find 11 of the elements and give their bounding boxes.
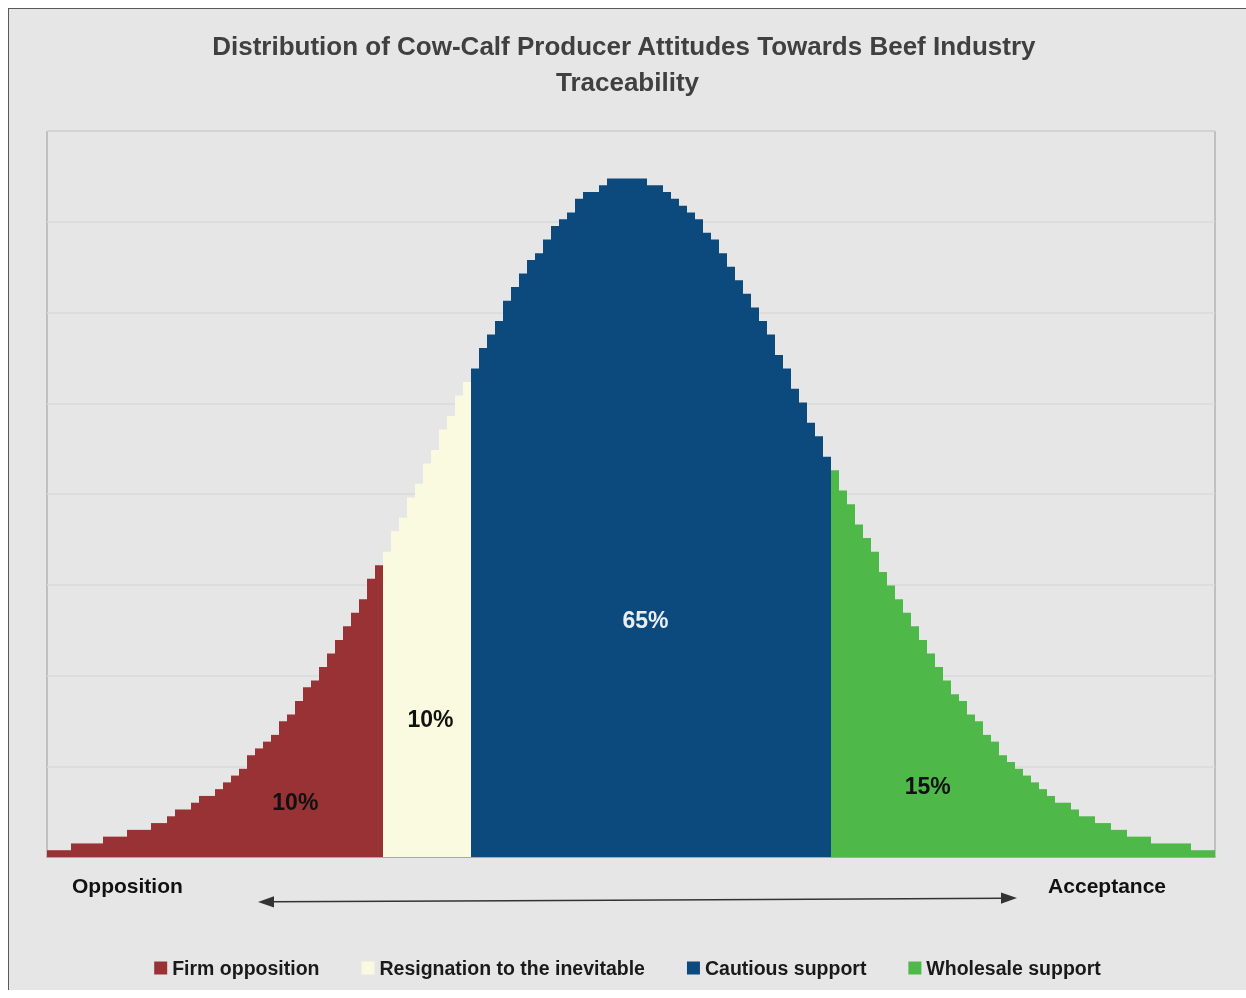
legend-label: Firm opposition — [172, 957, 320, 979]
legend-label: Wholesale support — [926, 957, 1102, 979]
annotation: 15% — [904, 772, 951, 799]
annotation: 10% — [272, 789, 319, 816]
annotation: 10% — [407, 706, 454, 733]
annotation: 65% — [622, 606, 669, 633]
legend-label: Resignation to the inevitable — [379, 957, 646, 979]
chart-title: Distribution of Cow-Calf Producer Attitudes Towards Beef Industry Traceability — [212, 31, 1043, 97]
text: Opposition — [72, 874, 183, 897]
text: Acceptance — [1048, 874, 1166, 897]
legend-label: Cautious support — [704, 957, 867, 979]
